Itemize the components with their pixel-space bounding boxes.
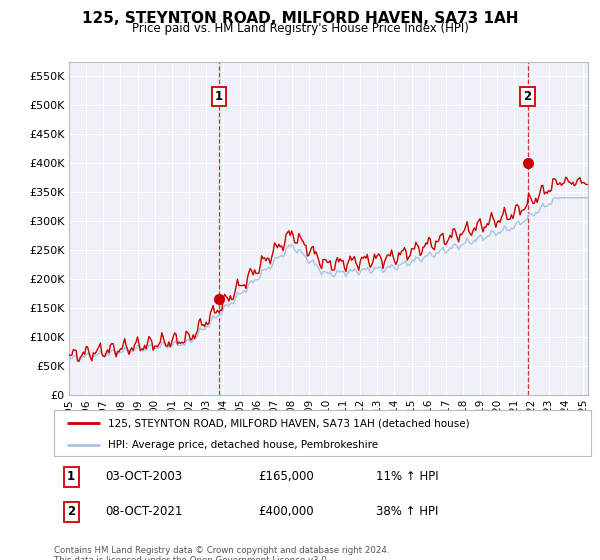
Text: 1: 1 <box>215 90 223 103</box>
Text: Contains HM Land Registry data © Crown copyright and database right 2024.
This d: Contains HM Land Registry data © Crown c… <box>54 546 389 560</box>
Text: 38% ↑ HPI: 38% ↑ HPI <box>376 505 439 518</box>
Text: 03-OCT-2003: 03-OCT-2003 <box>105 470 182 483</box>
Text: 2: 2 <box>67 505 75 518</box>
Text: 11% ↑ HPI: 11% ↑ HPI <box>376 470 439 483</box>
Text: £165,000: £165,000 <box>258 470 314 483</box>
Text: 2: 2 <box>523 90 532 103</box>
Text: £400,000: £400,000 <box>258 505 314 518</box>
Text: Price paid vs. HM Land Registry's House Price Index (HPI): Price paid vs. HM Land Registry's House … <box>131 22 469 35</box>
Text: 08-OCT-2021: 08-OCT-2021 <box>105 505 182 518</box>
Text: 125, STEYNTON ROAD, MILFORD HAVEN, SA73 1AH: 125, STEYNTON ROAD, MILFORD HAVEN, SA73 … <box>82 11 518 26</box>
Text: 125, STEYNTON ROAD, MILFORD HAVEN, SA73 1AH (detached house): 125, STEYNTON ROAD, MILFORD HAVEN, SA73 … <box>108 418 469 428</box>
Text: 1: 1 <box>67 470 75 483</box>
Text: HPI: Average price, detached house, Pembrokeshire: HPI: Average price, detached house, Pemb… <box>108 440 378 450</box>
